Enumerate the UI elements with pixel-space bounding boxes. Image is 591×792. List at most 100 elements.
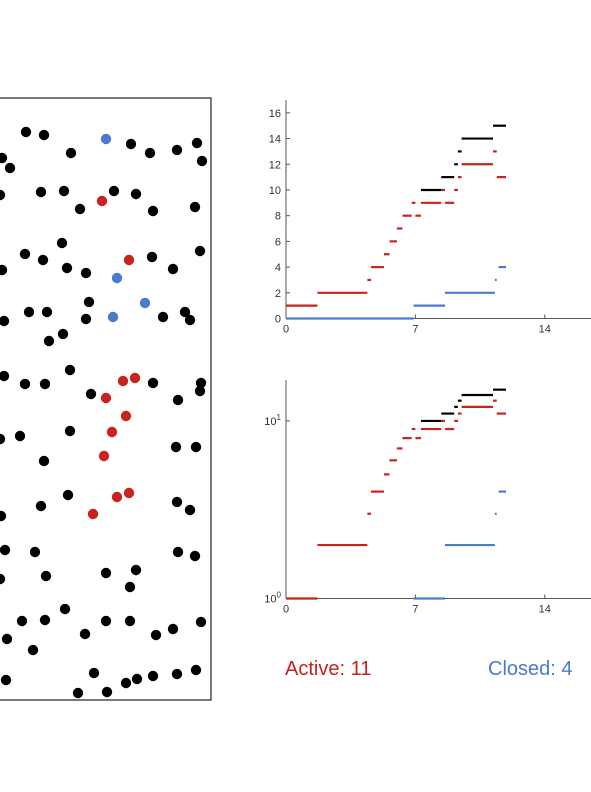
particle bbox=[124, 615, 136, 627]
particle bbox=[167, 263, 179, 275]
particle bbox=[0, 510, 7, 522]
particle bbox=[0, 573, 6, 585]
particle bbox=[0, 315, 10, 327]
particle bbox=[184, 314, 196, 326]
particle bbox=[196, 155, 208, 167]
particle-box bbox=[0, 97, 212, 701]
particle bbox=[172, 394, 184, 406]
particle bbox=[72, 687, 84, 699]
particle bbox=[171, 144, 183, 156]
particle bbox=[0, 433, 6, 445]
particle bbox=[56, 237, 68, 249]
particle bbox=[131, 673, 143, 685]
particle bbox=[41, 306, 53, 318]
x-tick-label: 14 bbox=[539, 604, 551, 616]
particle bbox=[147, 377, 159, 389]
active-particle bbox=[120, 410, 132, 422]
particle bbox=[74, 203, 86, 215]
active-count-label: Active: 11 bbox=[285, 658, 372, 680]
active-particle bbox=[87, 508, 99, 520]
particle bbox=[65, 147, 77, 159]
particle bbox=[171, 668, 183, 680]
particle bbox=[61, 262, 73, 274]
y-tick-label: 101 bbox=[264, 413, 281, 428]
active-particle bbox=[123, 254, 135, 266]
particle bbox=[144, 147, 156, 159]
active-particle bbox=[123, 487, 135, 499]
particle bbox=[195, 377, 207, 389]
particle bbox=[0, 370, 10, 382]
particle bbox=[146, 251, 158, 263]
particle bbox=[40, 570, 52, 582]
y-tick-label: 0 bbox=[275, 314, 281, 326]
particle bbox=[179, 306, 191, 318]
active-particle bbox=[98, 450, 110, 462]
particle bbox=[194, 245, 206, 257]
particle bbox=[170, 441, 182, 453]
particle bbox=[39, 614, 51, 626]
particle bbox=[190, 664, 202, 676]
particle bbox=[157, 311, 169, 323]
particle bbox=[147, 205, 159, 217]
particle bbox=[19, 248, 31, 260]
particle bbox=[14, 430, 26, 442]
particle bbox=[108, 185, 120, 197]
particle bbox=[0, 152, 8, 164]
particle bbox=[79, 628, 91, 640]
particle bbox=[0, 264, 8, 276]
x-tick-label: 0 bbox=[283, 324, 289, 336]
y-tick-label: 8 bbox=[275, 211, 281, 223]
particle bbox=[172, 546, 184, 558]
x-tick-label: 7 bbox=[412, 604, 418, 616]
particle bbox=[0, 189, 6, 201]
particle bbox=[130, 564, 142, 576]
particle bbox=[125, 138, 137, 150]
active-particle bbox=[96, 195, 108, 207]
y-tick-label: 12 bbox=[269, 159, 281, 171]
particle bbox=[58, 185, 70, 197]
y-tick-label: 100 bbox=[264, 591, 281, 606]
y-tick-label: 16 bbox=[269, 108, 281, 120]
y-tick-label: 6 bbox=[275, 236, 281, 248]
particle-field bbox=[0, 126, 208, 699]
particle bbox=[37, 254, 49, 266]
particle bbox=[189, 550, 201, 562]
x-tick-label: 7 bbox=[412, 324, 418, 336]
particle bbox=[35, 500, 47, 512]
particle bbox=[189, 201, 201, 213]
count-chart-linear: 0 7 14 0 2 4 6 8 10 12 14 16 bbox=[269, 100, 591, 336]
particle bbox=[64, 425, 76, 437]
particle bbox=[62, 489, 74, 501]
x-tick-label: 0 bbox=[283, 604, 289, 616]
x-tick-label: 14 bbox=[539, 324, 551, 336]
particle bbox=[39, 378, 51, 390]
particle bbox=[171, 496, 183, 508]
closed-particle bbox=[100, 133, 112, 145]
particle bbox=[38, 129, 50, 141]
particle bbox=[194, 385, 206, 397]
particle bbox=[85, 388, 97, 400]
particle bbox=[35, 186, 47, 198]
particle bbox=[184, 504, 196, 516]
particle bbox=[29, 546, 41, 558]
particle bbox=[101, 686, 113, 698]
particle bbox=[100, 615, 112, 627]
y-tick-label: 14 bbox=[269, 134, 281, 146]
particle bbox=[150, 629, 162, 641]
particle bbox=[4, 162, 16, 174]
y-tick-label: 4 bbox=[275, 262, 281, 274]
particle bbox=[191, 137, 203, 149]
particle bbox=[130, 188, 142, 200]
closed-particle bbox=[139, 297, 151, 309]
particle bbox=[19, 378, 31, 390]
active-particle bbox=[106, 426, 118, 438]
closed-particle bbox=[111, 272, 123, 284]
particle bbox=[124, 581, 136, 593]
active-particle bbox=[111, 491, 123, 503]
particle bbox=[120, 677, 132, 689]
particle bbox=[43, 335, 55, 347]
particle bbox=[80, 313, 92, 325]
particle bbox=[27, 644, 39, 656]
particle bbox=[80, 267, 92, 279]
